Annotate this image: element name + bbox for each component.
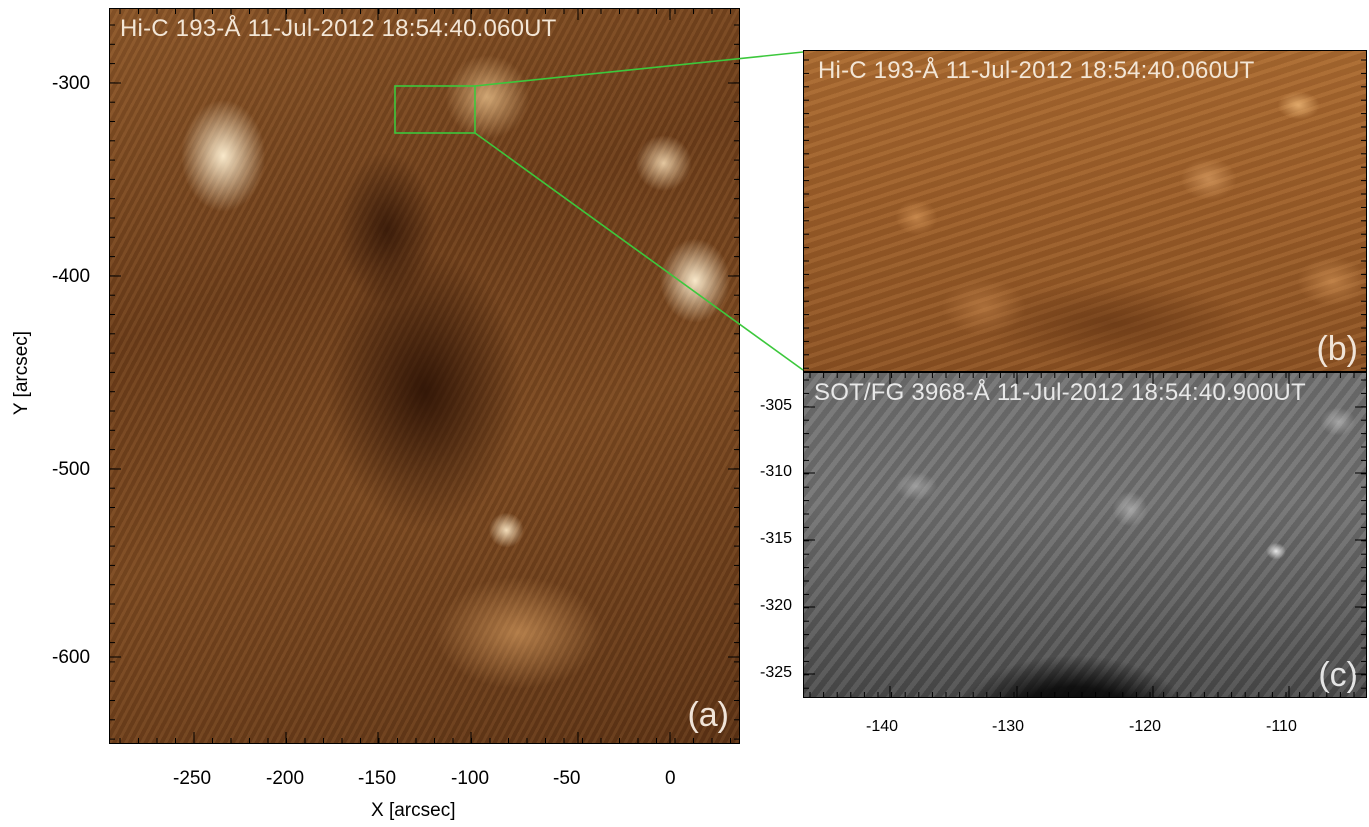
- x-tick-label: -50: [553, 768, 581, 789]
- panel-a-title: Hi-C 193-Å 11-Jul-2012 18:54:40.060UT: [120, 15, 557, 42]
- c-x-tick-label: -110: [1266, 718, 1297, 735]
- y-tick-label: -300: [52, 73, 91, 94]
- hic-image-panel-a: Hi-C 193-Å 11-Jul-2012 18:54:40.060UT (a…: [109, 8, 740, 744]
- x-tick-label: -200: [266, 768, 305, 789]
- x-tick-label: -150: [358, 768, 397, 789]
- c-y-tick-label: -320: [760, 597, 793, 614]
- c-y-tick-label: -310: [760, 463, 793, 480]
- y-tick-label: -400: [52, 266, 91, 287]
- panel-c-letter: (c): [1318, 656, 1358, 694]
- c-x-tick-label: -130: [992, 718, 1025, 735]
- x-tick-label: -100: [451, 768, 490, 789]
- x-axis-label: X [arcsec]: [371, 800, 456, 821]
- hic-zoom-panel-b: Hi-C 193-Å 11-Jul-2012 18:54:40.060UT (b…: [803, 50, 1367, 372]
- panel-b-title: Hi-C 193-Å 11-Jul-2012 18:54:40.060UT: [818, 57, 1255, 84]
- panel-b-letter: (b): [1316, 330, 1358, 368]
- panel-c-title: SOT/FG 3968-Å 11-Jul-2012 18:54:40.900UT: [814, 379, 1306, 406]
- sot-panel-c: SOT/FG 3968-Å 11-Jul-2012 18:54:40.900UT…: [803, 372, 1367, 698]
- x-tick-label: -250: [173, 768, 212, 789]
- y-tick-label: -600: [52, 647, 91, 668]
- x-tick-label: 0: [665, 768, 676, 789]
- c-x-tick-label: -140: [866, 718, 899, 735]
- c-y-tick-label: -315: [760, 530, 793, 547]
- c-y-tick-label: -325: [760, 664, 793, 681]
- c-x-tick-label: -120: [1129, 718, 1162, 735]
- c-y-tick-label: -305: [760, 397, 793, 414]
- panel-a-letter: (a): [687, 696, 729, 734]
- y-tick-label: -500: [52, 459, 91, 480]
- y-axis-label: Y [arcsec]: [11, 330, 33, 416]
